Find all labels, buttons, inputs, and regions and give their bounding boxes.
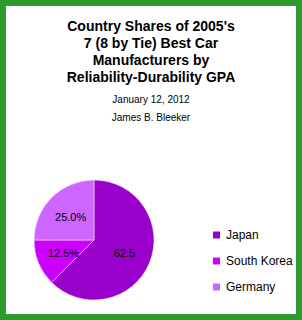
svg-text:Germany: Germany	[226, 280, 275, 294]
svg-text:Reliability-Durability GPA: Reliability-Durability GPA	[67, 69, 236, 85]
svg-text:South Korea: South Korea	[226, 254, 293, 268]
svg-text:62.5: 62.5	[114, 247, 135, 259]
svg-text:Country Shares of 2005's: Country Shares of 2005's	[67, 18, 235, 34]
svg-text:12.5%: 12.5%	[48, 247, 79, 259]
svg-text:Japan: Japan	[226, 228, 259, 242]
svg-text:Manufacturers by: Manufacturers by	[93, 52, 210, 68]
svg-text:7 (8 by Tie) Best Car: 7 (8 by Tie) Best Car	[84, 35, 219, 51]
svg-text:James B. Bleeker: James B. Bleeker	[112, 112, 191, 123]
svg-text:January 12, 2012: January 12, 2012	[112, 94, 190, 105]
svg-text:25.0%: 25.0%	[55, 211, 86, 223]
